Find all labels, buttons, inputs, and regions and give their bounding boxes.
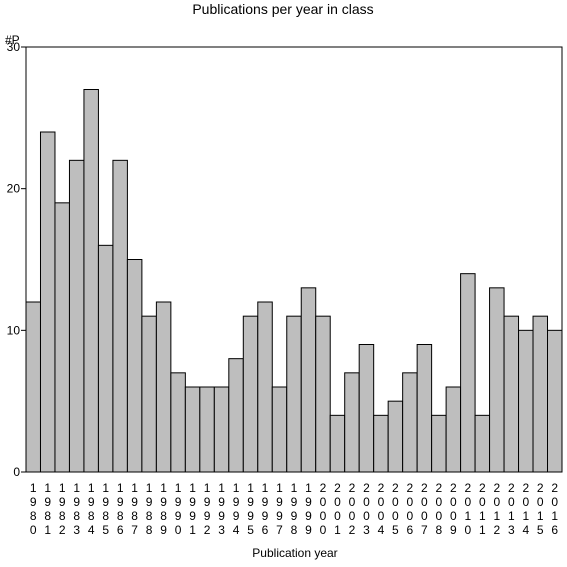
bar-2004 — [373, 414, 389, 473]
bar-1987 — [126, 259, 143, 473]
bar-1989 — [155, 301, 172, 473]
bar-2002 — [344, 372, 360, 473]
bar-2005 — [387, 400, 404, 473]
x-axis-label: Publication year — [252, 546, 337, 560]
bar-2012 — [489, 287, 505, 473]
bar-1985 — [97, 244, 114, 473]
bar-1994 — [228, 358, 244, 473]
bar-1999 — [300, 287, 317, 473]
bar-1995 — [242, 315, 259, 473]
y-tick-label: 0 — [13, 465, 20, 479]
y-tick-label: 10 — [7, 323, 21, 337]
bars-group — [25, 89, 563, 473]
bar-2007 — [416, 344, 433, 473]
bar-2008 — [431, 414, 447, 473]
bar-1982 — [54, 202, 70, 473]
bar-1990 — [170, 372, 186, 473]
bar-2006 — [402, 372, 418, 473]
bar-2016 — [547, 329, 563, 473]
bar-2014 — [518, 329, 534, 473]
y-ticks-group: 0 10 20 30 — [7, 40, 26, 479]
bar-2001 — [329, 414, 346, 473]
bar-2000 — [315, 315, 331, 473]
bar-1983 — [68, 159, 85, 473]
bar-1980 — [25, 301, 41, 473]
bar-1992 — [199, 386, 215, 473]
bar-2009 — [445, 386, 462, 473]
y-tick-label: 30 — [7, 40, 21, 54]
bar-1984 — [83, 89, 99, 473]
x-ticks-group: 1 9 8 0 1 9 8 1 1 9 8 2 1 9 8 3 1 9 8 4 1 9 8 5 1 9 8 6 1 9 8 7 1 9 8 8 1 9 8 9… — [30, 481, 559, 537]
bar-1993 — [213, 386, 230, 473]
bar-1997 — [271, 386, 288, 473]
bar-1996 — [257, 301, 273, 473]
bar-2003 — [358, 344, 375, 473]
y-axis-label: #P — [5, 33, 20, 47]
bar-2010 — [460, 273, 476, 473]
bar-2015 — [532, 315, 549, 473]
bar-1981 — [39, 131, 56, 473]
bar-1986 — [112, 159, 128, 473]
bar-1991 — [184, 386, 201, 473]
bar-1998 — [286, 315, 302, 473]
bar-2013 — [503, 315, 520, 473]
y-tick-label: 20 — [7, 182, 21, 196]
bar-1988 — [141, 315, 157, 473]
chart-title: Publications per year in class — [192, 1, 373, 17]
bar-2011 — [474, 414, 491, 473]
